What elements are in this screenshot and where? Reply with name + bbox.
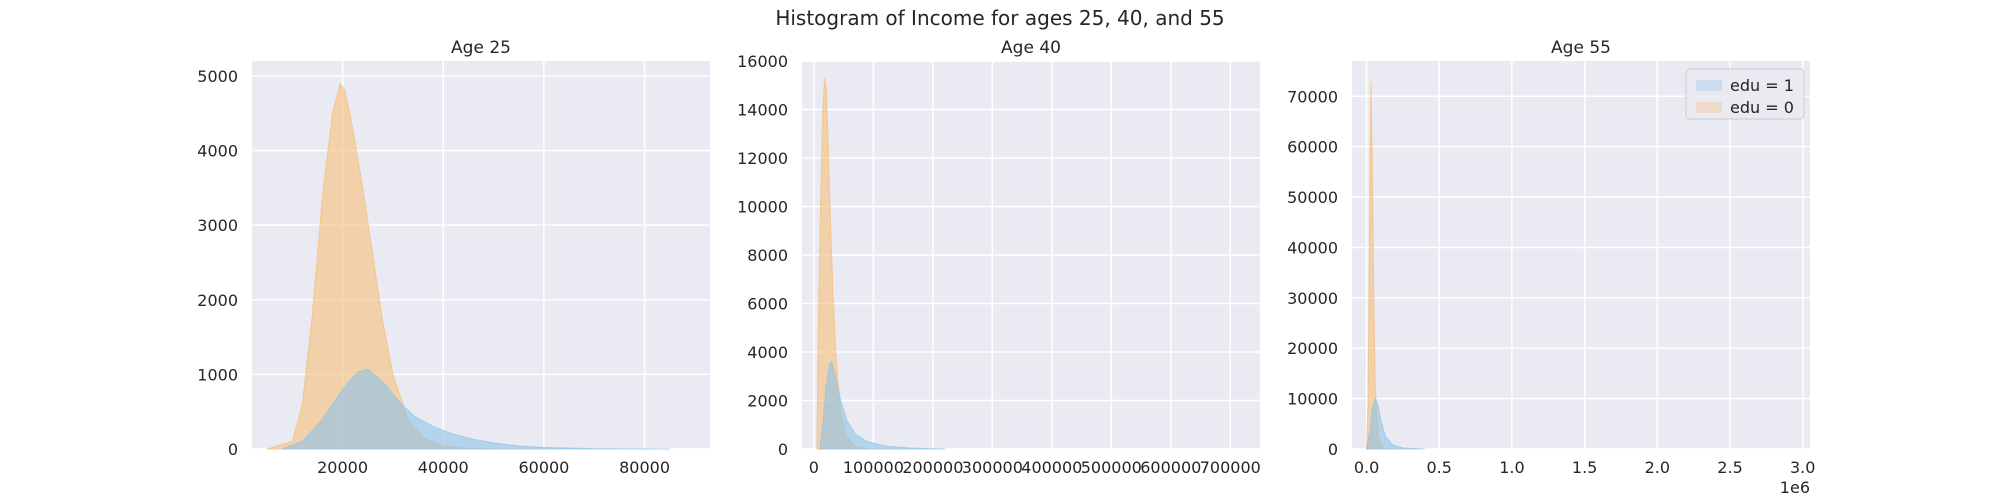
x-tick-label: 2.5 [1717, 458, 1742, 477]
y-tick-label: 60000 [1287, 138, 1338, 157]
x-tick-label: 100000 [843, 458, 904, 477]
x-tick-label: 80000 [619, 458, 670, 477]
x-offset-label: 1e6 [1780, 478, 1810, 497]
x-tick-label: 20000 [317, 458, 368, 477]
legend-box [1685, 68, 1805, 120]
y-tick-label: 20000 [1287, 339, 1338, 358]
y-tick-label: 30000 [1287, 289, 1338, 308]
x-tick-label: 2.0 [1645, 458, 1670, 477]
x-tick-label: 0 [809, 458, 819, 477]
y-tick-label: 8000 [747, 246, 788, 265]
y-tick-label: 70000 [1287, 87, 1338, 106]
x-tick-label: 200000 [902, 458, 963, 477]
y-tick-label: 10000 [737, 198, 788, 217]
y-tick-label: 4000 [197, 142, 238, 161]
y-tick-label: 12000 [737, 149, 788, 168]
y-tick-label: 4000 [747, 343, 788, 362]
series-area-edu1 [282, 368, 670, 450]
y-tick-label: 1000 [197, 365, 238, 384]
y-tick-label: 5000 [197, 67, 238, 86]
subplot-title: Age 55 [1551, 38, 1611, 58]
y-tick-label: 16000 [737, 52, 788, 71]
x-tick-label: 40000 [418, 458, 469, 477]
x-tick-label: 1.0 [1499, 458, 1524, 477]
subplot-3: 0 10000 20000 30000 40000 50000 60000 70000 0.0 0… [1287, 38, 1815, 497]
subplot-title: Age 25 [451, 38, 511, 58]
legend-swatch [1696, 80, 1722, 91]
x-tick-label: 0.5 [1427, 458, 1452, 477]
legend-label: edu = 0 [1730, 98, 1794, 117]
x-tick-label: 1.5 [1572, 458, 1597, 477]
y-tick-label: 6000 [747, 295, 788, 314]
y-tick-label: 50000 [1287, 188, 1338, 207]
plot-area [1352, 61, 1810, 449]
y-tick-label: 0 [228, 440, 238, 459]
x-tick-label: 700000 [1200, 458, 1261, 477]
y-tick-label: 3000 [197, 216, 238, 235]
y-tick-label: 0 [778, 440, 788, 459]
x-tick-label: 300000 [962, 458, 1023, 477]
legend-label: edu = 1 [1730, 76, 1794, 95]
legend-swatch [1696, 102, 1722, 113]
x-tick-label: 400000 [1021, 458, 1082, 477]
subplot-title: Age 40 [1001, 38, 1061, 58]
y-tick-label: 0 [1328, 440, 1338, 459]
y-tick-label: 2000 [747, 392, 788, 411]
legend: edu = 1 edu = 0 [1685, 68, 1805, 120]
x-tick-label: 60000 [518, 458, 569, 477]
figure-title: Histogram of Income for ages 25, 40, and… [775, 6, 1225, 30]
y-tick-label: 10000 [1287, 390, 1338, 409]
series-area-edu1 [819, 360, 945, 450]
x-tick-label: 600000 [1140, 458, 1201, 477]
series-area-edu1 [1365, 397, 1425, 450]
y-tick-label: 2000 [197, 291, 238, 310]
subplot-1: 0 1000 2000 3000 4000 5000 20000 40000 60000 8000… [197, 38, 710, 477]
subplot-2: 0 2000 4000 6000 8000 10000 12000 14000 16000 0 10… [737, 38, 1261, 477]
y-tick-label: 40000 [1287, 238, 1338, 257]
y-tick-label: 14000 [737, 101, 788, 120]
x-tick-label: 0.0 [1354, 458, 1379, 477]
x-tick-label: 500000 [1081, 458, 1142, 477]
x-tick-label: 3.0 [1790, 458, 1815, 477]
